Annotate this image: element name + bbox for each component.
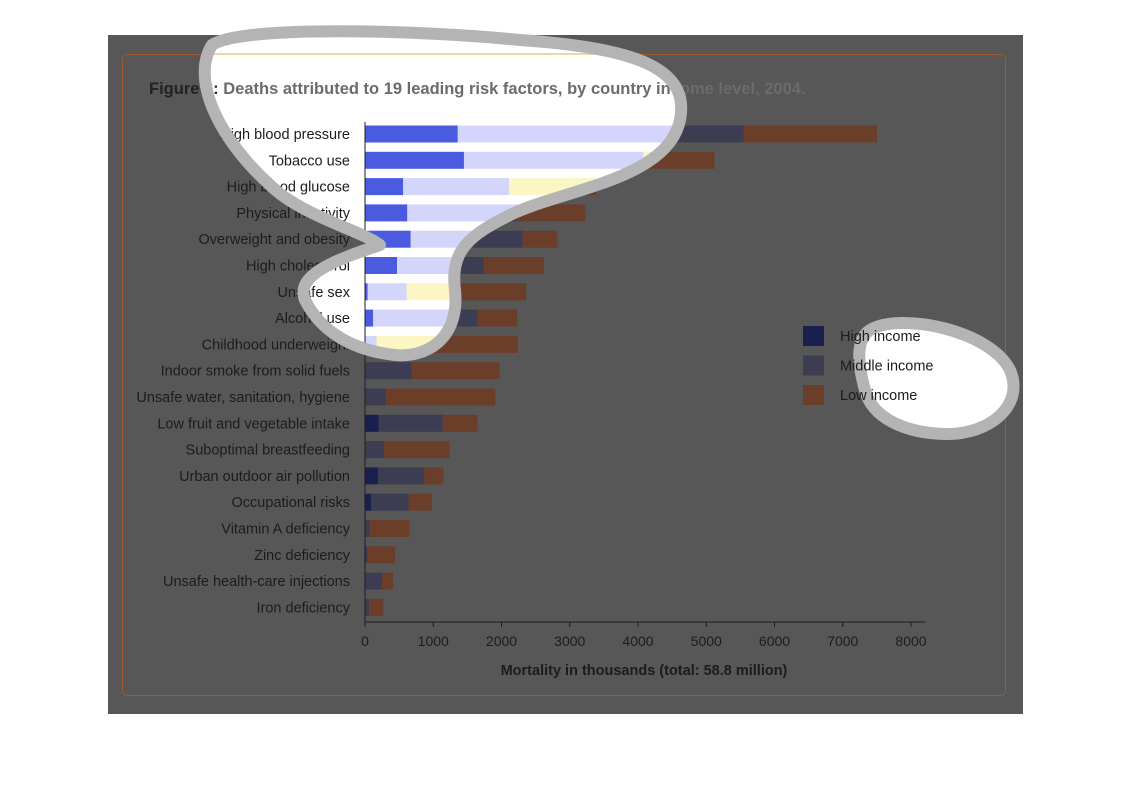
bar-segment: [522, 230, 558, 248]
bar-segment: [483, 257, 544, 274]
x-tick-label: 4000: [622, 633, 653, 649]
x-tick-label: 0: [361, 633, 369, 649]
bar-segment-highlight: [457, 125, 682, 143]
bar-segment-highlight: [365, 178, 404, 196]
x-tick-label: 8000: [895, 633, 926, 649]
x-axis-ticks: 0 1000 2000 3000 4000 5000 6000 7000 8000: [361, 622, 927, 649]
x-tick-label: 6000: [759, 633, 790, 649]
category-label: Zinc deficiency: [254, 548, 351, 564]
legend-swatch: [803, 355, 824, 376]
bar-segment: [424, 467, 444, 485]
bar-segment: [365, 546, 368, 564]
bar-segment: [365, 441, 385, 459]
category-label: Overweight and obesity: [198, 232, 350, 248]
bar-segment-highlight: [365, 204, 408, 222]
bar-segment: [369, 520, 410, 537]
category-label: Low fruit and vegetable intake: [157, 416, 350, 432]
bar-segment: [365, 520, 370, 537]
category-label: Occupational risks: [232, 495, 350, 511]
highlight-blob-outline: [198, 25, 688, 362]
bar-segment: [384, 441, 450, 459]
bar-segment-highlight: [365, 257, 398, 274]
bar-segment: [365, 598, 370, 616]
bar-segment-highlight: [365, 125, 458, 143]
x-tick-label: 5000: [691, 633, 722, 649]
x-tick-label: 2000: [486, 633, 517, 649]
bar-segment: [408, 493, 432, 511]
bar-segment: [365, 467, 378, 485]
legend: [803, 326, 824, 405]
category-label: Vitamin A deficiency: [221, 522, 350, 538]
bar-segment-highlight: [365, 151, 464, 169]
x-axis-title: Mortality in thousands (total: 58.8 mill…: [501, 663, 788, 679]
legend-swatch: [803, 326, 824, 346]
bar-segment: [371, 493, 409, 511]
bar-segment: [365, 414, 379, 432]
bar-segment-highlight: [407, 204, 518, 222]
bar-segment: [365, 493, 372, 511]
x-tick-label: 3000: [554, 633, 585, 649]
category-label: Unsafe health-care injections: [163, 574, 350, 590]
bar-segment: [411, 362, 500, 380]
category-label-highlight: Tobacco use: [269, 153, 350, 169]
bar-segment: [369, 598, 384, 616]
bar-segment: [477, 309, 518, 327]
category-label-highlight: High blood pressure: [220, 127, 350, 143]
bar-segment: [385, 388, 496, 406]
bar-segment-highlight: [365, 283, 368, 301]
bar-segment: [367, 546, 396, 564]
legend-swatch: [803, 385, 824, 405]
bar-segment: [442, 414, 478, 432]
bar-segment-highlight: [365, 309, 374, 327]
legend-highlight-blob: [853, 317, 1020, 441]
bar-segment: [377, 467, 425, 485]
bar-segment: [378, 414, 443, 432]
bar-segment: [743, 125, 877, 143]
bar-segment: [365, 362, 412, 380]
bar-segment: [382, 572, 393, 590]
bar-segment-highlight: [463, 151, 644, 169]
bar-segment: [365, 572, 383, 590]
category-label: Iron deficiency: [257, 600, 351, 616]
x-tick-label: 7000: [827, 633, 858, 649]
x-tick-label: 1000: [418, 633, 449, 649]
category-label: Unsafe water, sanitation, hygiene: [136, 390, 350, 406]
category-label: Urban outdoor air pollution: [179, 469, 350, 485]
category-label: Childhood underweight: [202, 337, 350, 353]
bar-segment-highlight: [403, 178, 510, 196]
bar-segment: [365, 388, 386, 406]
category-label: Suboptimal breastfeeding: [186, 443, 350, 459]
category-label: Indoor smoke from solid fuels: [161, 364, 350, 380]
bar-segment-highlight: [367, 283, 407, 301]
